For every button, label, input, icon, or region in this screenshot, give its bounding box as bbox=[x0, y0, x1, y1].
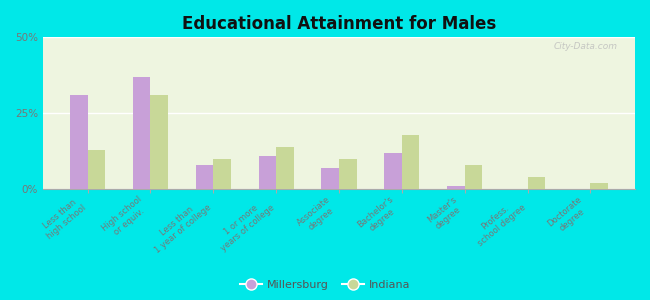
Bar bbox=[465, 165, 482, 189]
Legend: Millersburg, Indiana: Millersburg, Indiana bbox=[235, 276, 415, 294]
Bar bbox=[150, 95, 168, 189]
Bar bbox=[339, 159, 357, 189]
Bar bbox=[402, 135, 419, 189]
Bar bbox=[259, 156, 276, 189]
Bar bbox=[321, 168, 339, 189]
Bar bbox=[528, 177, 545, 189]
Bar bbox=[384, 153, 402, 189]
Bar bbox=[213, 159, 231, 189]
Bar bbox=[88, 150, 105, 189]
Bar bbox=[196, 165, 213, 189]
Bar bbox=[276, 147, 294, 189]
Bar bbox=[70, 95, 88, 189]
Title: Educational Attainment for Males: Educational Attainment for Males bbox=[182, 15, 496, 33]
Text: City-Data.com: City-Data.com bbox=[553, 42, 618, 51]
Bar bbox=[590, 183, 608, 189]
Bar bbox=[133, 77, 150, 189]
Bar bbox=[447, 186, 465, 189]
